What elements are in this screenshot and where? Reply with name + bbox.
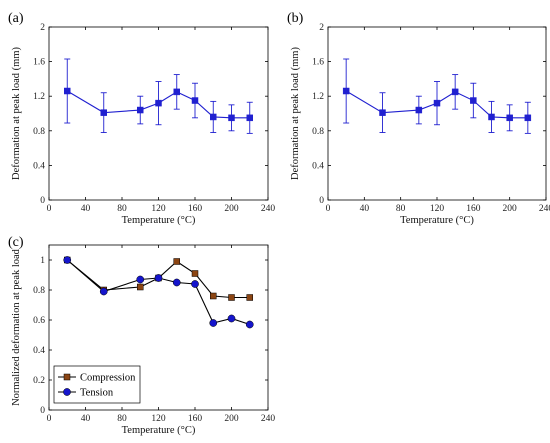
x-tick-label: 120 <box>151 204 166 214</box>
x-tick-label: 0 <box>47 204 52 214</box>
series-line <box>66 259 250 326</box>
y-tick-label: 1.6 <box>312 58 324 68</box>
y-tick-label: 0.8 <box>312 127 324 137</box>
series-1 <box>342 58 532 134</box>
data-point <box>210 292 217 300</box>
x-tick-label: 240 <box>539 204 550 214</box>
panel-label: (a) <box>8 11 24 26</box>
legend-box <box>53 365 141 404</box>
legend-marker <box>63 388 71 396</box>
data-point <box>64 87 71 95</box>
panel-label: (b) <box>287 11 304 26</box>
data-point <box>228 114 235 122</box>
data-point <box>415 106 423 114</box>
series-tension <box>63 256 254 329</box>
y-tick-label: 0 <box>40 406 45 416</box>
x-tick-label: 160 <box>466 204 481 214</box>
data-point <box>99 287 108 296</box>
y-axis-label: Deformation at peak load (mm) <box>290 47 301 180</box>
legend: Compression Tension <box>53 365 141 404</box>
data-point <box>227 314 236 323</box>
x-tick-label: 80 <box>396 204 406 214</box>
x-tick-label: 200 <box>224 414 239 424</box>
data-point <box>524 114 532 122</box>
x-axis-label: Temperature (°C) <box>122 425 196 436</box>
data-point <box>136 275 145 284</box>
y-tick-label: 0.4 <box>312 161 324 171</box>
x-tick-label: 240 <box>261 414 276 424</box>
data-point <box>173 258 180 265</box>
data-point <box>210 113 217 121</box>
y-tick-label: 0.2 <box>33 376 45 386</box>
x-tick-label: 40 <box>81 414 91 424</box>
data-point <box>342 87 350 95</box>
x-tick-label: 80 <box>117 204 127 214</box>
panel-label: (c) <box>8 235 24 250</box>
y-tick-label: 1 <box>40 256 45 266</box>
data-point <box>488 113 495 121</box>
x-axis-label: Temperature (°C) <box>400 215 474 226</box>
y-tick-label: 0.4 <box>33 346 45 356</box>
y-tick-label: 1.2 <box>312 92 324 102</box>
data-point <box>451 88 459 96</box>
x-tick-label: 200 <box>503 204 518 214</box>
y-tick-label: 0.4 <box>33 161 45 171</box>
y-tick-label: 0.8 <box>33 286 45 296</box>
data-point <box>137 106 144 114</box>
x-tick-label: 200 <box>224 204 239 214</box>
legend-marker <box>63 373 71 381</box>
chart-panel-3: 0 40 80 120 160 200 240 0 0.2 0.4 0.6 0.8 1 Temperatu… <box>8 235 275 436</box>
x-tick-label: 160 <box>188 414 203 424</box>
data-point <box>191 280 199 288</box>
y-tick-label: 2 <box>319 23 324 33</box>
x-tick-label: 0 <box>47 414 52 424</box>
data-point <box>470 97 477 104</box>
data-point <box>191 270 199 277</box>
series-1 <box>64 58 253 134</box>
data-point <box>506 114 513 122</box>
legend-label: Tension <box>80 388 114 399</box>
chart-panel-2: 0 40 80 120 160 200 240 0 0.4 0.8 1.2 1.6 2 Temperatu… <box>287 11 550 226</box>
data-point <box>246 294 253 301</box>
x-axis-label: Temperature (°C) <box>122 215 196 226</box>
x-tick-label: 0 <box>326 204 331 214</box>
data-point <box>379 109 386 116</box>
legend-label: Compression <box>80 373 136 384</box>
y-tick-label: 0 <box>319 196 324 206</box>
x-tick-label: 120 <box>430 204 445 214</box>
data-point <box>154 274 163 282</box>
x-tick-label: 240 <box>261 204 276 214</box>
y-tick-label: 0 <box>40 196 45 206</box>
x-tick-label: 40 <box>81 204 91 214</box>
data-point <box>209 319 218 327</box>
data-point <box>172 278 181 287</box>
data-point <box>173 88 180 96</box>
y-tick-label: 0.8 <box>33 127 45 137</box>
y-tick-label: 0.6 <box>33 316 45 326</box>
chart-panel-1: 0 40 80 120 160 200 240 0 0.4 0.8 1.2 1.6 2 Temperatu… <box>8 11 275 226</box>
data-point <box>245 320 254 329</box>
x-tick-label: 120 <box>151 414 166 424</box>
x-tick-label: 160 <box>188 204 203 214</box>
x-tick-label: 40 <box>360 204 370 214</box>
y-axis-label: Deformation at peak load (mm) <box>11 47 22 180</box>
x-tick-label: 80 <box>117 414 127 424</box>
data-point <box>137 283 144 291</box>
y-tick-label: 1.2 <box>33 92 45 102</box>
data-point <box>228 294 235 301</box>
data-point <box>155 99 162 107</box>
data-point <box>100 109 107 116</box>
data-point <box>433 99 441 107</box>
data-point <box>63 256 72 264</box>
y-tick-label: 2 <box>40 23 45 33</box>
data-point <box>191 97 199 104</box>
y-tick-label: 1.6 <box>33 58 45 68</box>
y-axis-label: Normalized deformation at peak load <box>11 248 22 406</box>
data-point <box>246 114 253 122</box>
